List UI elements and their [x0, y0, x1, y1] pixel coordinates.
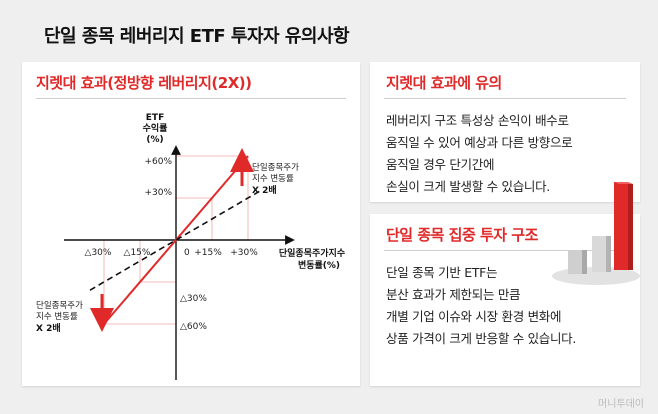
leverage-chart-panel: 지렛대 효과(정방향 레버리지(2X)) ETF 수익률 (%) 단일종목주가지… [22, 62, 360, 386]
chart-panel-divider [36, 98, 346, 99]
y-axis-title-3: (%) [146, 135, 163, 145]
page-title: 단일 종목 레버리지 ETF 투자자 유의사항 [44, 26, 350, 47]
y-tick-pos-60: +60% [144, 157, 172, 167]
x-axis-title-1: 단일종목주가지수 [279, 247, 345, 259]
y-axis-title-1: ETF [146, 113, 164, 123]
annotation-down-1: 단일종목주가 [36, 300, 83, 311]
card2-divider [384, 250, 626, 251]
card1-line-1: 레버리지 구조 특성상 손익이 배수로 [386, 113, 569, 128]
bar-graph-illustration-icon [552, 182, 640, 285]
card1-line-2: 움직일 수 있어 예상과 다른 방향으로 [386, 135, 573, 150]
card2-line-2: 분산 효과가 제한되는 만큼 [386, 287, 521, 302]
annotation-up-2: 지수 변동률 [252, 173, 294, 184]
x-tick-pos-30: +30% [230, 248, 258, 258]
x-tick-pos-15: +15% [194, 248, 222, 258]
card2-line-3: 개별 기업 이슈와 시장 환경 변화에 [386, 309, 562, 324]
leverage-warning-card: 지렛대 효과에 유의 레버리지 구조 특성상 손익이 배수로 움직일 수 있어 … [370, 62, 640, 202]
x-tick-neg-30: △30% [85, 248, 112, 258]
concentration-text: 단일 종목 기반 ETF는 분산 효과가 제한되는 만큼 개별 기업 이슈와 시… [386, 262, 576, 350]
y-axis-title-2: 수익률 [143, 122, 168, 134]
x-axis-title-2: 변동률(%) [298, 259, 340, 271]
x-tick-neg-15: △15% [124, 248, 151, 258]
card1-divider [384, 98, 626, 99]
watermark-logo: 머니투데이 [598, 399, 644, 410]
leverage-warning-text: 레버리지 구조 특성상 손익이 배수로 움직일 수 있어 예상과 다른 방향으로… [386, 110, 573, 198]
leverage-chart: ETF 수익률 (%) 단일종목주가지수 변동률(%) 0 +60% +30% … [36, 113, 345, 380]
annotation-up-1: 단일종목주가 [252, 162, 299, 173]
card1-line-4: 손실이 크게 발생할 수 있습니다. [386, 179, 550, 194]
leverage-warning-heading: 지렛대 효과에 유의 [386, 74, 502, 92]
index-1x-line [89, 189, 263, 291]
concentration-heading: 단일 종목 집중 투자 구조 [386, 226, 538, 244]
y-tick-neg-30: △30% [180, 294, 207, 304]
annotation-down-3: X 2배 [36, 322, 61, 334]
chart-panel-heading: 지렛대 효과(정방향 레버리지(2X)) [36, 74, 252, 92]
card1-line-3: 움직일 경우 단기간에 [386, 157, 495, 172]
annotation-down-2: 지수 변동률 [36, 311, 78, 322]
y-tick-pos-30: +30% [144, 188, 172, 198]
y-tick-neg-60: △60% [180, 322, 207, 332]
annotation-up-3: X 2배 [252, 184, 277, 196]
card2-line-4: 상품 가격이 크게 반응할 수 있습니다. [386, 331, 577, 346]
origin-label: 0 [184, 248, 190, 258]
card2-line-1: 단일 종목 기반 ETF는 [386, 265, 498, 280]
leverage-2x-line [103, 155, 249, 325]
